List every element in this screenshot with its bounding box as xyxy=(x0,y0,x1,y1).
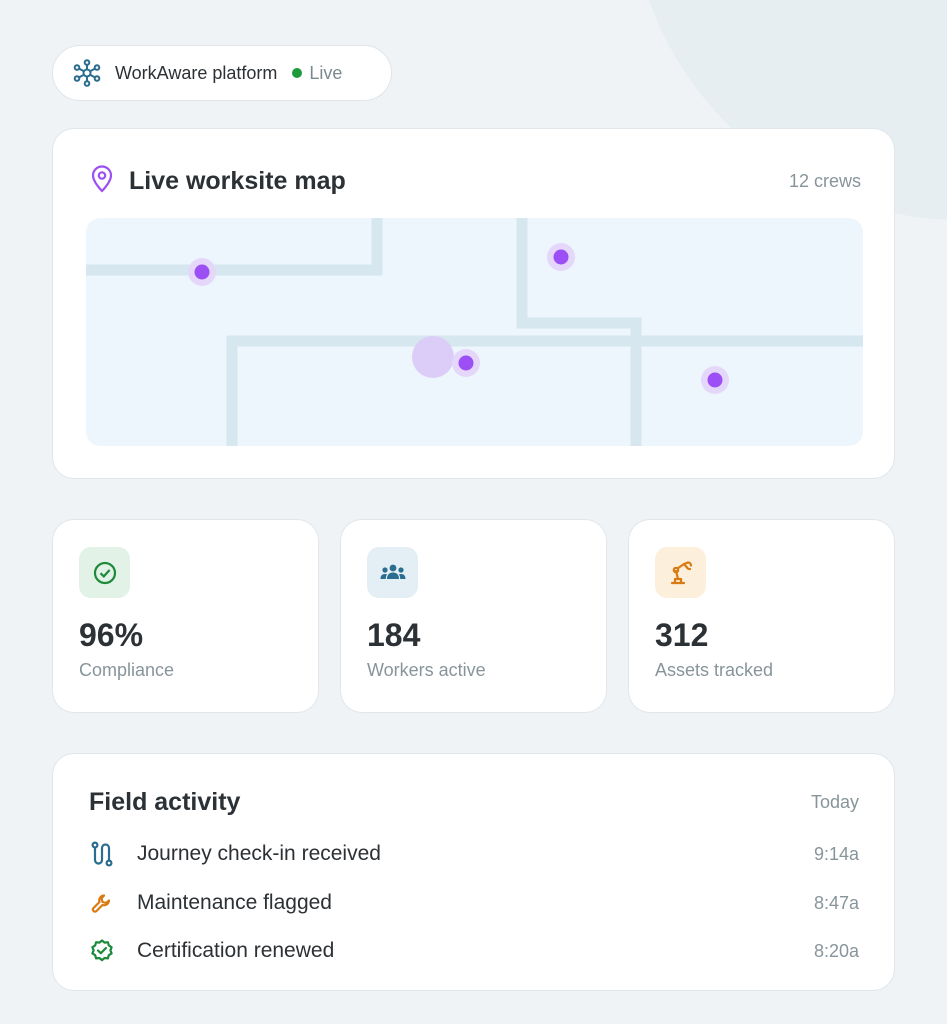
activity-period: Today xyxy=(810,792,859,812)
wrench-icon xyxy=(89,890,115,916)
stat-label: Assets tracked xyxy=(655,660,774,680)
crew-pin[interactable] xyxy=(452,349,480,377)
crew-pin[interactable] xyxy=(188,258,216,286)
crew-pin[interactable] xyxy=(701,366,729,394)
activity-time: 8:47a xyxy=(813,892,859,913)
map-roads xyxy=(86,218,863,446)
activity-time: 8:20a xyxy=(813,940,859,961)
stat-value: 312 xyxy=(655,617,709,653)
location-halo xyxy=(412,336,454,378)
map-pin-icon xyxy=(89,164,115,198)
robot-arm-icon xyxy=(655,547,706,598)
map-title: Live worksite map xyxy=(129,166,346,195)
road xyxy=(226,335,863,446)
worksite-map[interactable] xyxy=(86,218,863,446)
road xyxy=(516,218,642,446)
worksite-map-card: Live worksite map 12 crews xyxy=(52,128,895,479)
crew-count: 12 crews xyxy=(788,170,861,191)
stat-label: Compliance xyxy=(79,660,175,680)
field-activity-card: Field activity Today Journey check-in re… xyxy=(52,753,895,991)
list-item[interactable]: Certification renewed 8:20a xyxy=(89,936,859,966)
activity-text: Certification renewed xyxy=(137,939,335,962)
crew-pin[interactable] xyxy=(547,243,575,271)
stat-label: Workers active xyxy=(367,660,486,680)
live-status-label: Live xyxy=(309,62,343,83)
list-item[interactable]: Maintenance flagged 8:47a xyxy=(89,888,859,918)
stat-value: 184 xyxy=(367,617,421,653)
stat-card-compliance[interactable]: 96% Compliance xyxy=(52,519,319,713)
activity-text: Journey check-in received xyxy=(137,842,381,865)
route-icon xyxy=(89,841,115,867)
stat-card-assets[interactable]: 312 Assets tracked xyxy=(628,519,895,713)
stat-value: 96% xyxy=(79,617,144,653)
live-status-dot xyxy=(292,68,303,78)
check-circle-icon xyxy=(79,547,130,598)
platform-status-pill[interactable]: WorkAware platform Live xyxy=(52,45,392,101)
road xyxy=(86,218,383,276)
list-item[interactable]: Journey check-in received 9:14a xyxy=(89,839,859,869)
network-hub-icon xyxy=(72,58,102,88)
activity-title: Field activity xyxy=(89,788,241,816)
stat-card-workers[interactable]: 184 Workers active xyxy=(340,519,607,713)
platform-name: WorkAware platform xyxy=(115,62,278,83)
activity-text: Maintenance flagged xyxy=(137,891,332,914)
activity-time: 9:14a xyxy=(813,843,859,864)
badge-check-icon xyxy=(89,938,115,964)
users-icon xyxy=(367,547,418,598)
map-header: Live worksite map 12 crews xyxy=(89,164,861,198)
